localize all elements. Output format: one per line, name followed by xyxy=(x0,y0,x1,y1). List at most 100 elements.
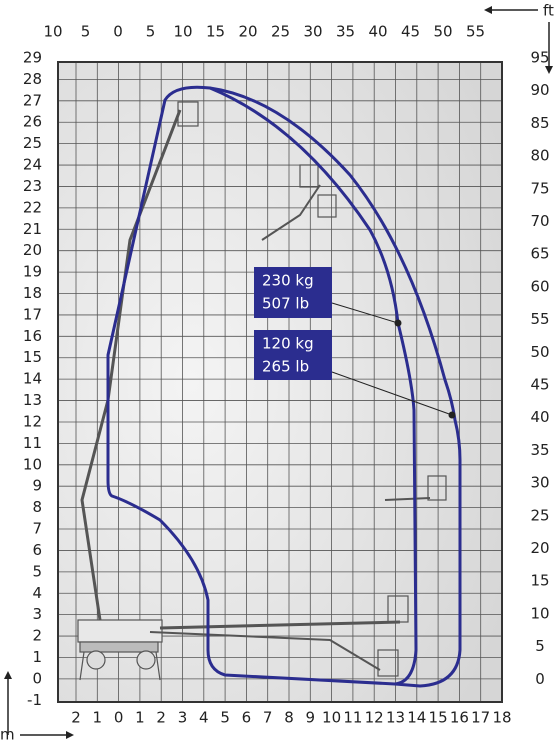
x-tick-label: 18 xyxy=(492,709,511,727)
top-tick-label: 5 xyxy=(146,23,156,41)
top-tick-label: 20 xyxy=(238,23,257,41)
y-tick-label: 24 xyxy=(23,156,42,174)
ft-unit: ft xyxy=(543,2,554,20)
y-tick-label: 29 xyxy=(23,49,42,67)
top-tick-label: 55 xyxy=(466,23,485,41)
x-tick-label: 8 xyxy=(284,709,294,727)
right-tick-label: 30 xyxy=(530,474,549,492)
top-tick-label: 35 xyxy=(336,23,355,41)
m-unit: m xyxy=(0,726,15,743)
y-tick-label: 23 xyxy=(23,177,42,195)
top-tick-label: 15 xyxy=(206,23,225,41)
right-tick-label: 20 xyxy=(530,539,549,557)
load-box xyxy=(254,267,332,318)
leader-line xyxy=(331,371,453,416)
x-tick-label: 9 xyxy=(306,709,316,727)
load-lb: 507 lb xyxy=(262,295,309,313)
right-tick-label: 45 xyxy=(530,376,549,394)
load-box xyxy=(254,330,332,380)
y-tick-label: 7 xyxy=(32,520,42,538)
y-tick-label: 2 xyxy=(32,627,42,645)
x-tick-label: 13 xyxy=(386,709,405,727)
y-tick-label: 10 xyxy=(23,455,42,473)
x-tick-label: 14 xyxy=(407,709,426,727)
top-tick-label: 30 xyxy=(303,23,322,41)
right-tick-label: 35 xyxy=(530,441,549,459)
top-tick-label: 25 xyxy=(271,23,290,41)
y-tick-label: 3 xyxy=(32,605,42,623)
y-tick-label: 1 xyxy=(32,648,42,666)
x-tick-label: 0 xyxy=(114,709,124,727)
plot-border xyxy=(57,61,503,703)
y-tick-label: 19 xyxy=(23,263,42,281)
right-tick-label: 90 xyxy=(530,81,549,99)
right-tick-label: 60 xyxy=(530,277,549,295)
m-arrowhead xyxy=(4,671,12,679)
top-tick-label: 0 xyxy=(113,23,123,41)
y-tick-label: 26 xyxy=(23,113,42,131)
y-tick-label: 27 xyxy=(23,91,42,109)
top-tick-label: 50 xyxy=(433,23,452,41)
y-tick-label: 13 xyxy=(23,391,42,409)
right-tick-label: 75 xyxy=(530,179,549,197)
x-tick-label: 2 xyxy=(156,709,166,727)
y-tick-label: 22 xyxy=(23,198,42,216)
y-tick-label: 11 xyxy=(23,434,42,452)
right-tick-label: 5 xyxy=(535,637,545,655)
envelope-230kg xyxy=(106,85,418,686)
y-tick-label: 25 xyxy=(23,134,42,152)
top-tick-label: 5 xyxy=(81,23,91,41)
y-tick-label: 14 xyxy=(23,370,42,388)
x-tick-label: 10 xyxy=(322,709,341,727)
load-kg: 120 kg xyxy=(262,335,314,353)
x-tick-label: 7 xyxy=(263,709,273,727)
envelope-120kg xyxy=(209,86,462,688)
y-tick-label: 12 xyxy=(23,412,42,430)
right-tick-label: 95 xyxy=(530,49,549,67)
y-tick-label: 20 xyxy=(23,241,42,259)
right-tick-label: 65 xyxy=(530,245,549,263)
plot-area xyxy=(58,62,502,702)
right-tick-label: 50 xyxy=(530,343,549,361)
x-tick-label: 6 xyxy=(242,709,252,727)
leader-dot xyxy=(394,319,402,327)
leader-line xyxy=(331,302,399,324)
y-tick-label: 0 xyxy=(32,669,42,687)
x-tick-label: 17 xyxy=(471,709,490,727)
x-tick-label: 1 xyxy=(135,709,145,727)
right-tick-label: 70 xyxy=(530,212,549,230)
y-tick-label: 4 xyxy=(32,584,42,602)
x-tick-label: 12 xyxy=(365,709,384,727)
y-tick-label: 8 xyxy=(32,498,42,516)
x-tick-label: 5 xyxy=(220,709,230,727)
y-tick-label: 15 xyxy=(23,348,42,366)
m-arrowhead xyxy=(66,731,74,739)
top-tick-label: 10 xyxy=(43,23,62,41)
right-tick-label: 85 xyxy=(530,114,549,132)
right-tick-label: 0 xyxy=(535,670,545,688)
grid xyxy=(58,62,503,702)
y-tick-label: -1 xyxy=(27,691,42,709)
y-tick-label: 28 xyxy=(23,70,42,88)
right-tick-label: 10 xyxy=(530,604,549,622)
x-tick-label: 4 xyxy=(199,709,209,727)
ft-arrowhead xyxy=(545,66,553,74)
right-tick-label: 80 xyxy=(530,147,549,165)
x-tick-label: 1 xyxy=(93,709,103,727)
load-lb: 265 lb xyxy=(262,358,309,376)
load-kg: 230 kg xyxy=(262,272,314,290)
y-tick-label: 17 xyxy=(23,305,42,323)
y-tick-label: 5 xyxy=(32,562,42,580)
right-tick-label: 25 xyxy=(530,506,549,524)
y-tick-label: 21 xyxy=(23,220,42,238)
right-tick-label: 15 xyxy=(530,572,549,590)
ft-arrowhead xyxy=(484,6,492,14)
x-tick-label: 16 xyxy=(450,709,469,727)
y-tick-label: 16 xyxy=(23,327,42,345)
x-tick-label: 2 xyxy=(71,709,81,727)
top-tick-label: 40 xyxy=(368,23,387,41)
x-tick-label: 3 xyxy=(178,709,188,727)
right-tick-label: 55 xyxy=(530,310,549,328)
y-tick-label: 18 xyxy=(23,284,42,302)
